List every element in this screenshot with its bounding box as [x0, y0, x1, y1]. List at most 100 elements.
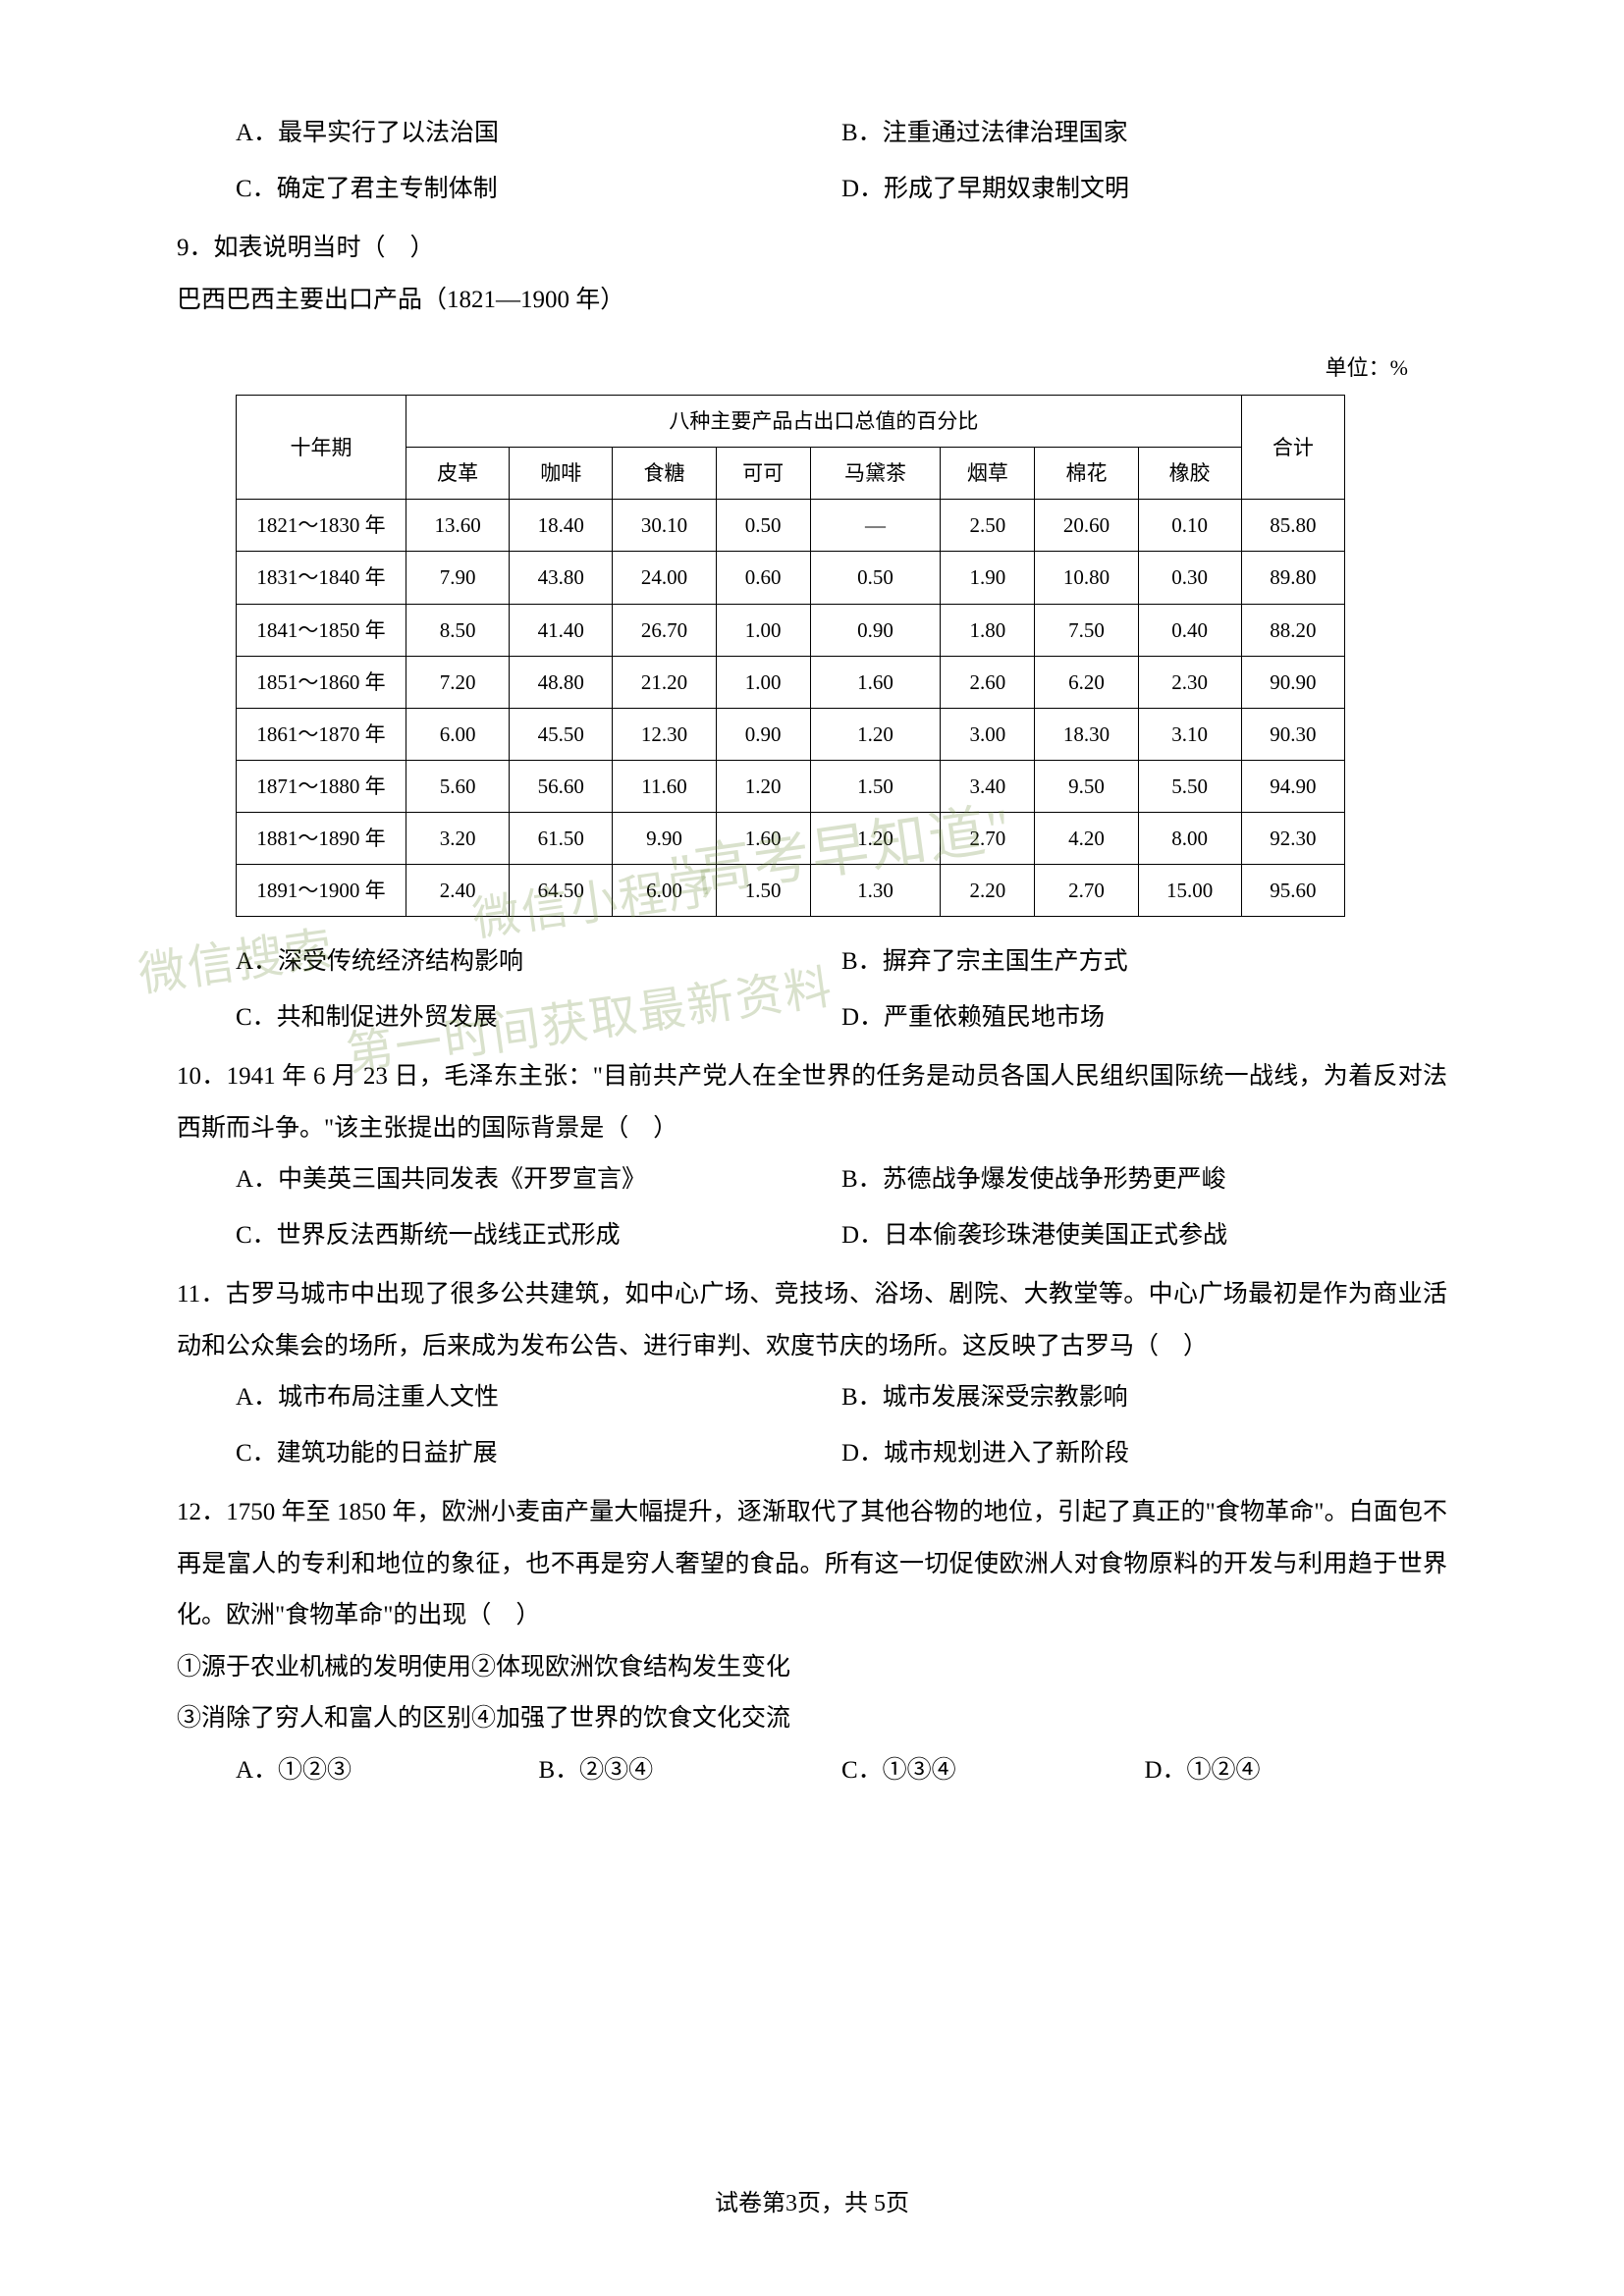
table-row: 1851～1860 年7.2048.8021.201.001.602.606.2…: [237, 656, 1345, 708]
col-total: 合计: [1241, 396, 1344, 500]
q10-option-c: C．世界反法西斯统一战线正式形成: [236, 1210, 841, 1262]
table-row: 1861～1870 年6.0045.5012.300.901.203.0018.…: [237, 708, 1345, 760]
table-cell: 85.80: [1241, 500, 1344, 552]
q9-option-c: C．共和制促进外贸发展: [236, 992, 841, 1044]
table-cell: 1851～1860 年: [237, 656, 406, 708]
table-cell: 3.40: [941, 760, 1035, 812]
q12-option-b: B．②③④: [539, 1745, 842, 1797]
table-cell: 56.60: [510, 760, 613, 812]
q9-option-b: B．摒弃了宗主国生产方式: [841, 936, 1447, 988]
q9-unit: 单位：%: [177, 346, 1408, 391]
table-cell: 1.80: [941, 604, 1035, 656]
table-cell: 1841～1850 年: [237, 604, 406, 656]
q11-option-b: B．城市发展深受宗教影响: [841, 1372, 1447, 1424]
q8-option-a: A．最早实行了以法治国: [236, 108, 841, 160]
table-row: 1891～1900 年2.4064.506.001.501.302.202.70…: [237, 865, 1345, 917]
q8-option-d: D．形成了早期奴隶制文明: [841, 164, 1447, 216]
table-cell: 1.50: [810, 760, 941, 812]
table-cell: 92.30: [1241, 812, 1344, 864]
q12-stem: 12．1750 年至 1850 年，欧洲小麦亩产量大幅提升，逐渐取代了其他谷物的…: [177, 1487, 1447, 1642]
table-cell: 2.20: [941, 865, 1035, 917]
q10: 10．1941 年 6 月 23 日，毛泽东主张："目前共产党人在全世界的任务是…: [177, 1051, 1447, 1261]
q8-options-row2: C．确定了君主专制体制 D．形成了早期奴隶制文明: [236, 164, 1447, 216]
table-cell: 8.50: [406, 604, 510, 656]
table-cell: 5.60: [406, 760, 510, 812]
q12-line1: ①源于农业机械的发明使用②体现欧洲饮食结构发生变化: [177, 1642, 1447, 1694]
table-cell: 6.00: [613, 865, 716, 917]
q11-option-c: C．建筑功能的日益扩展: [236, 1428, 841, 1480]
table-cell: 1.20: [810, 812, 941, 864]
table-cell: 12.30: [613, 708, 716, 760]
q9-caption: 巴西巴西主要出口产品（1821—1900 年）: [177, 275, 1447, 327]
q9-option-a: A．深受传统经济结构影响: [236, 936, 841, 988]
table-cell: 45.50: [510, 708, 613, 760]
q12-line2: ③消除了穷人和富人的区别④加强了世界的饮食文化交流: [177, 1693, 1447, 1745]
q9-table: 十年期 八种主要产品占出口总值的百分比 合计 皮革 咖啡 食糖 可可 马黛茶 烟…: [236, 395, 1345, 917]
table-cell: 61.50: [510, 812, 613, 864]
table-row: 1821～1830 年13.6018.4030.100.50—2.5020.60…: [237, 500, 1345, 552]
table-cell: 41.40: [510, 604, 613, 656]
col-7: 棉花: [1035, 448, 1138, 500]
col-2: 咖啡: [510, 448, 613, 500]
table-cell: —: [810, 500, 941, 552]
q11: 11．古罗马城市中出现了很多公共建筑，如中心广场、竞技场、浴场、剧院、大教堂等。…: [177, 1269, 1447, 1479]
table-cell: 9.90: [613, 812, 716, 864]
table-cell: 18.30: [1035, 708, 1138, 760]
q9-stem: 9．如表说明当时（ ）: [177, 223, 1447, 275]
table-cell: 89.80: [1241, 552, 1344, 604]
table-cell: 7.90: [406, 552, 510, 604]
table-cell: 43.80: [510, 552, 613, 604]
table-cell: 1821～1830 年: [237, 500, 406, 552]
q12-option-d: D．①②④: [1145, 1745, 1448, 1797]
table-row: 1881～1890 年3.2061.509.901.601.202.704.20…: [237, 812, 1345, 864]
table-cell: 1.00: [716, 656, 810, 708]
table-cell: 1.60: [810, 656, 941, 708]
table-cell: 26.70: [613, 604, 716, 656]
q10-options-row2: C．世界反法西斯统一战线正式形成 D．日本偷袭珍珠港使美国正式参战: [236, 1210, 1447, 1262]
q9-options-row1: A．深受传统经济结构影响 B．摒弃了宗主国生产方式: [236, 936, 1447, 988]
table-cell: 0.50: [810, 552, 941, 604]
table-cell: 2.40: [406, 865, 510, 917]
table-cell: 1.20: [810, 708, 941, 760]
table-cell: 21.20: [613, 656, 716, 708]
q11-options-row2: C．建筑功能的日益扩展 D．城市规划进入了新阶段: [236, 1428, 1447, 1480]
q8-option-c: C．确定了君主专制体制: [236, 164, 841, 216]
table-cell: 6.20: [1035, 656, 1138, 708]
q12-option-c: C．①③④: [841, 1745, 1145, 1797]
q10-option-a: A．中美英三国共同发表《开罗宣言》: [236, 1154, 841, 1206]
table-cell: 4.20: [1035, 812, 1138, 864]
col-3: 食糖: [613, 448, 716, 500]
table-cell: 0.90: [716, 708, 810, 760]
table-cell: 48.80: [510, 656, 613, 708]
table-row: 1871～1880 年5.6056.6011.601.201.503.409.5…: [237, 760, 1345, 812]
q9-option-d: D．严重依赖殖民地市场: [841, 992, 1447, 1044]
q10-option-d: D．日本偷袭珍珠港使美国正式参战: [841, 1210, 1447, 1262]
col-6: 烟草: [941, 448, 1035, 500]
table-cell: 1881～1890 年: [237, 812, 406, 864]
table-cell: 1.50: [716, 865, 810, 917]
q11-options-row1: A．城市布局注重人文性 B．城市发展深受宗教影响: [236, 1372, 1447, 1424]
col-1: 皮革: [406, 448, 510, 500]
table-cell: 2.70: [1035, 865, 1138, 917]
page-footer: 试卷第3页，共 5页: [0, 2183, 1624, 2217]
table-cell: 90.90: [1241, 656, 1344, 708]
col-period: 十年期: [237, 396, 406, 500]
table-cell: 2.50: [941, 500, 1035, 552]
table-cell: 88.20: [1241, 604, 1344, 656]
q12: 12．1750 年至 1850 年，欧洲小麦亩产量大幅提升，逐渐取代了其他谷物的…: [177, 1487, 1447, 1796]
table-cell: 5.50: [1138, 760, 1241, 812]
col-8: 橡胶: [1138, 448, 1241, 500]
table-row: 1841～1850 年8.5041.4026.701.000.901.807.5…: [237, 604, 1345, 656]
table-cell: 1.60: [716, 812, 810, 864]
table-cell: 1.90: [941, 552, 1035, 604]
span-header: 八种主要产品占出口总值的百分比: [406, 396, 1242, 448]
table-cell: 90.30: [1241, 708, 1344, 760]
table-cell: 1831～1840 年: [237, 552, 406, 604]
table-cell: 6.00: [406, 708, 510, 760]
table-cell: 2.60: [941, 656, 1035, 708]
q11-option-a: A．城市布局注重人文性: [236, 1372, 841, 1424]
table-cell: 9.50: [1035, 760, 1138, 812]
table-cell: 0.10: [1138, 500, 1241, 552]
table-cell: 7.50: [1035, 604, 1138, 656]
q10-options-row1: A．中美英三国共同发表《开罗宣言》 B．苏德战争爆发使战争形势更严峻: [236, 1154, 1447, 1206]
